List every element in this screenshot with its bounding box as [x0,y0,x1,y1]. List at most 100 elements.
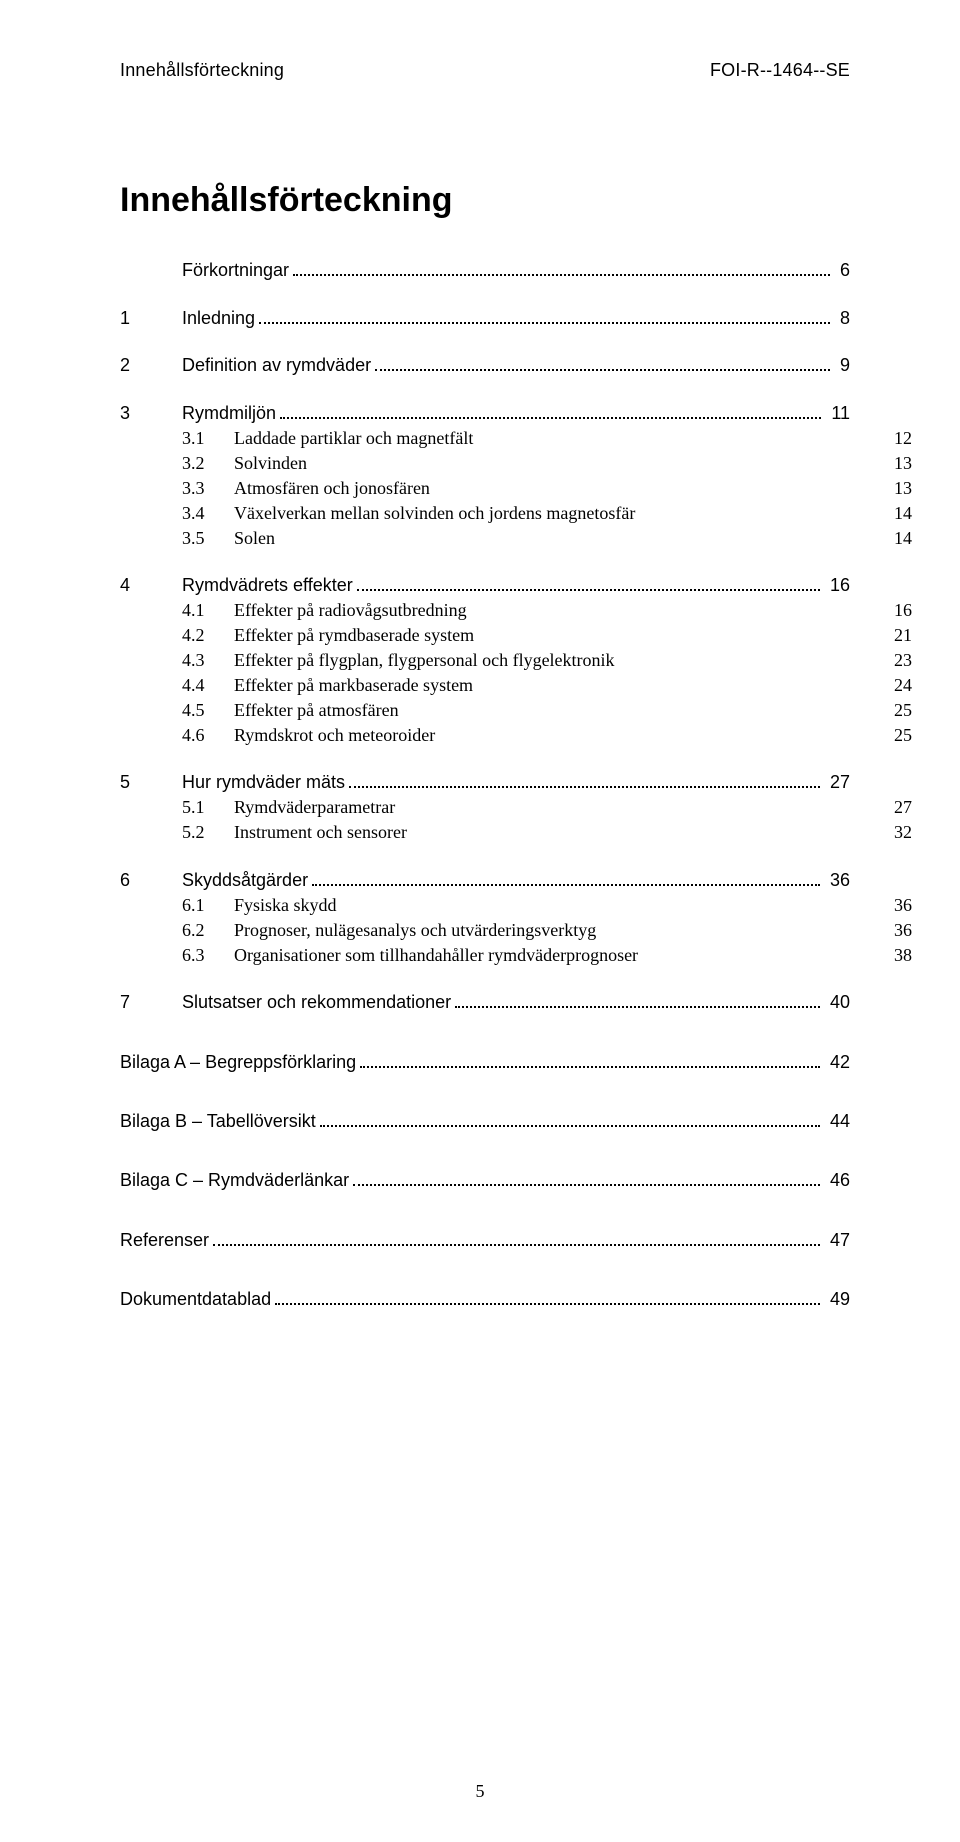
toc-leader-dots [455,992,820,1008]
toc-page-number: 21 [888,625,912,646]
toc-subsection-label: Effekter på flygplan, flygpersonal och f… [234,650,615,671]
page-number: 5 [0,1781,960,1802]
toc-subsection-label: Laddade partiklar och magnetfält [234,428,473,449]
toc-page-number: 40 [824,992,850,1013]
toc-page-number: 6 [834,260,850,281]
toc-page-number: 44 [824,1111,850,1132]
toc-subsection: 4.1Effekter på radiovågsutbredning 16 [182,600,912,621]
toc-page-number: 38 [888,945,912,966]
toc-leader-dots [360,1051,820,1067]
toc-subsection-number: 4.4 [182,675,234,696]
toc-section-label: Hur rymdväder mäts [182,772,345,793]
toc-leader-dots [320,1111,820,1127]
toc-subsection-number: 3.3 [182,478,234,499]
toc-subsection: 3.4Växelverkan mellan solvinden och jord… [182,503,912,524]
toc-subsection-label: Instrument och sensorer [234,822,407,843]
toc-page-number: 25 [888,700,912,721]
toc-subsection: 4.4Effekter på markbaserade system24 [182,675,912,696]
toc-section-label: Inledning [182,308,255,329]
toc-appendix-label: Bilaga A – Begreppsförklaring [120,1052,356,1073]
toc-section: 4Rymdvädrets effekter16 [120,575,850,596]
toc-subsection-label: Fysiska skydd [234,895,337,916]
toc-section: 5Hur rymdväder mäts 27 [120,772,850,793]
toc-section-number: 7 [120,992,182,1013]
toc-subsection-label: Effekter på radiovågsutbredning [234,600,467,621]
toc-page-number: 14 [888,528,912,549]
toc-page-number: 36 [824,870,850,891]
toc-page-number: 27 [824,772,850,793]
toc-subsection: 4.2Effekter på rymdbaserade system 21 [182,625,912,646]
toc-subsection: 5.2Instrument och sensorer 32 [182,822,912,843]
toc-subsection-label: Effekter på markbaserade system [234,675,473,696]
toc-page-number: 12 [888,428,912,449]
toc-page-number: 32 [888,822,912,843]
toc-subsection-label: Rymdskrot och meteoroider [234,725,435,746]
toc-subsection: 6.3Organisationer som tillhandahåller ry… [182,945,912,966]
toc-subsection-label: Solen [234,528,275,549]
toc-page-number: 42 [824,1052,850,1073]
toc-subsection: 6.2Prognoser, nulägesanalys och utvärder… [182,920,912,941]
toc-leader-dots [353,1170,820,1186]
toc-subsection-number: 6.2 [182,920,234,941]
toc-page-number: 25 [888,725,912,746]
toc-subsection-label: Prognoser, nulägesanalys och utvärdering… [234,920,596,941]
toc-subsection-number: 5.2 [182,822,234,843]
toc-page-number: 36 [888,895,912,916]
toc-subsection-number: 5.1 [182,797,234,818]
toc-subsection: 4.3Effekter på flygplan, flygpersonal oc… [182,650,912,671]
toc-subsection-label: Rymdväderparametrar [234,797,395,818]
table-of-contents: Förkortningar 6 1Inledning 8 2Definition av … [120,260,850,1310]
toc-subsection-label: Effekter på atmosfären [234,700,399,721]
toc-subsection-number: 4.6 [182,725,234,746]
toc-leader-dots [293,260,830,276]
toc-page-number: 14 [888,503,912,524]
toc-page-number: 27 [888,797,912,818]
toc-page-number: 46 [824,1170,850,1191]
header-right: FOI-R--1464--SE [710,60,850,81]
toc-section: 7Slutsatser och rekommendationer 40 [120,992,850,1013]
toc-subsection-number: 3.2 [182,453,234,474]
toc-section-number: 2 [120,355,182,376]
toc-subsection-label: Solvinden [234,453,307,474]
toc-section: 6Skyddsåtgärder 36 [120,869,850,890]
toc-section-number: 1 [120,308,182,329]
toc-subsection-number: 4.1 [182,600,234,621]
toc-section: 3Rymdmiljön11 [120,402,850,423]
toc-leader-dots [280,402,821,418]
toc-subsection: 3.3Atmosfären och jonosfären 13 [182,478,912,499]
toc-subsection-number: 4.5 [182,700,234,721]
toc-appendix: Bilaga A – Begreppsförklaring 42 [120,1051,850,1072]
toc-section-number: 6 [120,870,182,891]
toc-page-number: 11 [825,403,850,424]
toc-subsection: 4.5Effekter på atmosfären 25 [182,700,912,721]
toc-section-label: Slutsatser och rekommendationer [182,992,451,1013]
toc-subsection-label: Effekter på rymdbaserade system [234,625,474,646]
toc-section-number: 5 [120,772,182,793]
page-title: Innehållsförteckning [120,181,850,220]
header-left: Innehållsförteckning [120,60,284,81]
toc-leader-dots [213,1229,820,1245]
toc-appendix: Bilaga C – Rymdväderlänkar46 [120,1170,850,1191]
toc-section-label: Förkortningar [182,260,289,281]
toc-page-number: 13 [888,478,912,499]
toc-page-number: 16 [888,600,912,621]
toc-page-number: 47 [824,1230,850,1251]
toc-section-label: Skyddsåtgärder [182,870,308,891]
toc-page-number: 49 [824,1289,850,1310]
toc-subsection-number: 3.1 [182,428,234,449]
toc-appendix-label: Bilaga B – Tabellöversikt [120,1111,316,1132]
toc-subsection: 3.1Laddade partiklar och magnetfält 12 [182,428,912,449]
toc-page-number: 8 [834,308,850,329]
toc-appendix: Dokumentdatablad49 [120,1289,850,1310]
toc-page-number: 16 [824,575,850,596]
toc-subsection-number: 4.3 [182,650,234,671]
toc-section-label: Definition av rymdväder [182,355,371,376]
toc-subsection-label: Organisationer som tillhandahåller rymdv… [234,945,638,966]
toc-page-number: 9 [834,355,850,376]
toc-subsection-number: 4.2 [182,625,234,646]
toc-subsection: 3.2Solvinden13 [182,453,912,474]
toc-section-number: 4 [120,575,182,596]
toc-leader-dots [275,1289,820,1305]
toc-section: 2Definition av rymdväder 9 [120,355,850,376]
toc-subsection-label: Atmosfären och jonosfären [234,478,430,499]
